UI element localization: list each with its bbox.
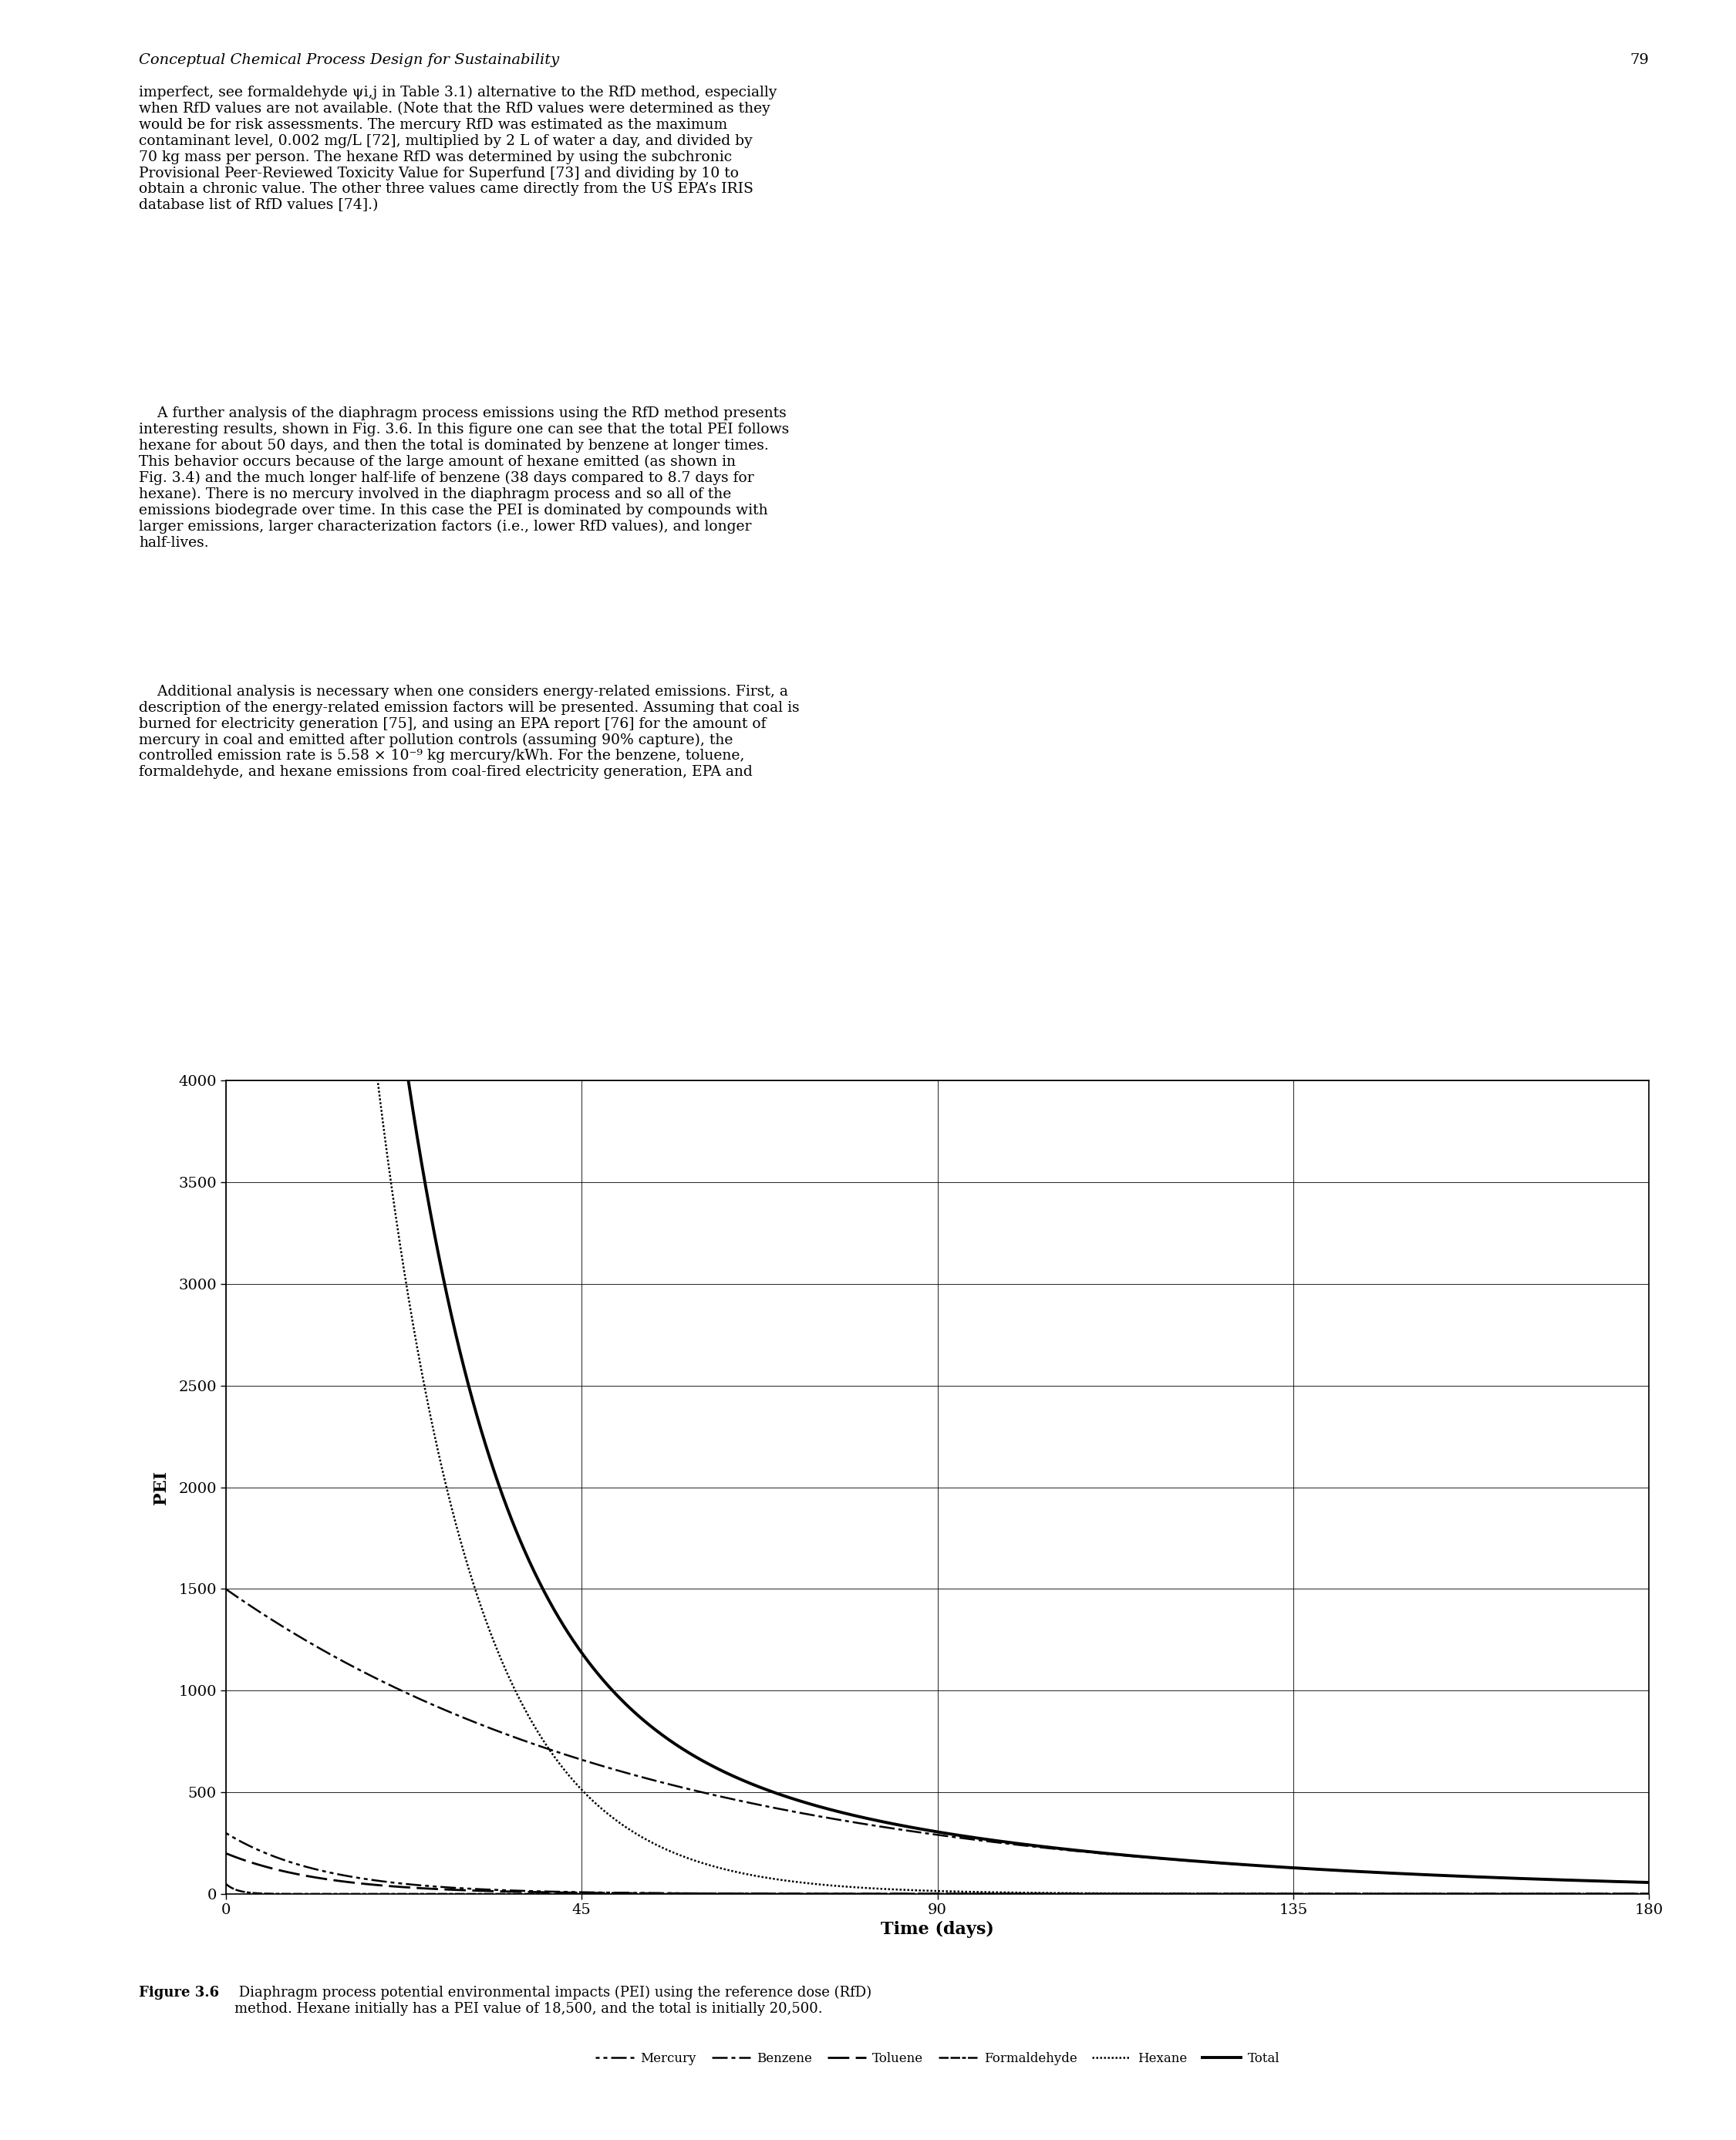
Mercury: [1597, 1881, 1618, 1907]
Benzene: [1597, 1868, 1618, 1894]
Benzene: [288, 1622, 309, 1648]
Formaldehyde: [1337, 1881, 1358, 1907]
Hexane: [1597, 1881, 1618, 1907]
Mercury: [215, 1819, 236, 1845]
Toluene: [1597, 1881, 1618, 1907]
Y-axis label: PEI: PEI: [153, 1470, 170, 1504]
Hexane: [870, 1877, 891, 1902]
Text: A further analysis of the diaphragm process emissions using the RfD method prese: A further analysis of the diaphragm proc…: [139, 407, 790, 550]
Hexane: [1639, 1881, 1660, 1907]
Hexane: [288, 73, 309, 98]
Toluene: [1597, 1881, 1618, 1907]
Benzene: [1639, 1870, 1660, 1896]
Mercury: [1597, 1881, 1618, 1907]
Toluene: [908, 1881, 929, 1907]
Benzene: [1597, 1868, 1618, 1894]
Total: [1597, 1868, 1618, 1894]
X-axis label: Time (days): Time (days): [880, 1922, 995, 1939]
Line: Hexane: Hexane: [226, 0, 1649, 1894]
Toluene: [870, 1881, 891, 1907]
Hexane: [1337, 1881, 1358, 1907]
Benzene: [908, 1819, 929, 1845]
Line: Mercury: Mercury: [226, 1832, 1649, 1894]
Mercury: [870, 1881, 891, 1907]
Formaldehyde: [288, 1881, 309, 1907]
Text: Diaphragm process potential environmental impacts (PEI) using the reference dose: Diaphragm process potential environmenta…: [234, 1986, 871, 2016]
Benzene: [870, 1815, 891, 1840]
Total: [1639, 1870, 1660, 1896]
Toluene: [215, 1840, 236, 1866]
Text: imperfect, see formaldehyde ψi,j in Table 3.1) alternative to the RfD method, es: imperfect, see formaldehyde ψi,j in Tabl…: [139, 86, 778, 212]
Benzene: [215, 1575, 236, 1601]
Line: Formaldehyde: Formaldehyde: [226, 1883, 1649, 1894]
Formaldehyde: [1597, 1881, 1618, 1907]
Mercury: [1337, 1881, 1358, 1907]
Toluene: [1639, 1881, 1660, 1907]
Hexane: [908, 1877, 929, 1902]
Mercury: [288, 1851, 309, 1877]
Benzene: [1337, 1858, 1358, 1883]
Text: Additional analysis is necessary when one considers energy-related emissions. Fi: Additional analysis is necessary when on…: [139, 685, 800, 779]
Formaldehyde: [1639, 1881, 1660, 1907]
Formaldehyde: [908, 1881, 929, 1907]
Text: Conceptual Chemical Process Design for Sustainability: Conceptual Chemical Process Design for S…: [139, 54, 559, 66]
Mercury: [908, 1881, 929, 1907]
Formaldehyde: [870, 1881, 891, 1907]
Line: Benzene: Benzene: [226, 1588, 1649, 1883]
Total: [908, 1815, 929, 1840]
Text: Figure 3.6: Figure 3.6: [139, 1986, 219, 1999]
Total: [870, 1808, 891, 1834]
Formaldehyde: [215, 1870, 236, 1896]
Formaldehyde: [1597, 1881, 1618, 1907]
Total: [1597, 1868, 1618, 1894]
Line: Total: Total: [226, 0, 1649, 1883]
Legend: Mercury, Benzene, Toluene, Formaldehyde, Hexane, Total: Mercury, Benzene, Toluene, Formaldehyde,…: [590, 2046, 1285, 2069]
Hexane: [1597, 1881, 1618, 1907]
Text: 79: 79: [1630, 54, 1649, 66]
Mercury: [1639, 1881, 1660, 1907]
Toluene: [1337, 1881, 1358, 1907]
Total: [1337, 1858, 1358, 1883]
Line: Toluene: Toluene: [226, 1853, 1649, 1894]
Toluene: [288, 1862, 309, 1887]
